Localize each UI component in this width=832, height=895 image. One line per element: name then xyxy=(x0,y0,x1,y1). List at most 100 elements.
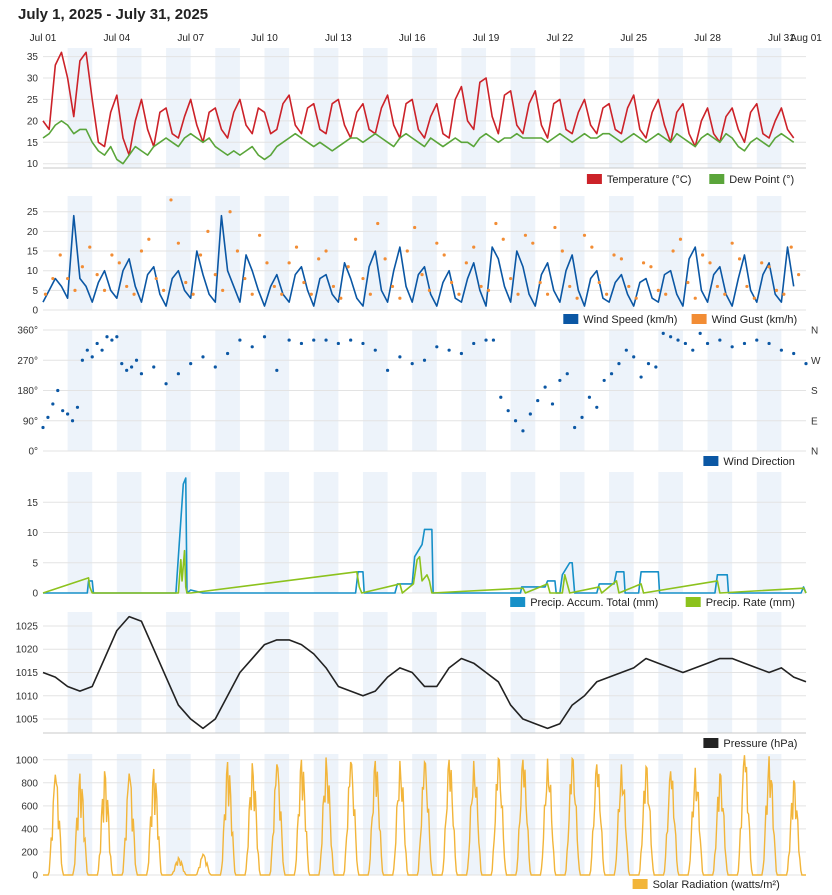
legend-label: Wind Direction xyxy=(723,456,795,468)
x-tick-label: Jul 04 xyxy=(103,33,130,44)
data-point xyxy=(671,249,675,253)
data-point xyxy=(309,292,313,296)
day-band xyxy=(313,48,339,168)
y-tick-label: 35 xyxy=(27,52,39,63)
legend-label: Wind Speed (km/h) xyxy=(583,314,677,326)
data-point xyxy=(410,362,414,366)
y-tick-label: 20 xyxy=(27,116,39,127)
data-point xyxy=(339,296,343,300)
data-point xyxy=(262,335,267,339)
data-point xyxy=(789,245,793,249)
data-point xyxy=(324,249,328,253)
data-point xyxy=(634,296,638,300)
data-point xyxy=(422,358,427,362)
series-line xyxy=(42,120,795,165)
data-point xyxy=(624,348,628,352)
data-point xyxy=(243,276,247,281)
y-tick-label: 25 xyxy=(27,207,39,218)
data-point xyxy=(117,261,121,265)
legend-swatch xyxy=(703,738,719,748)
data-point xyxy=(646,362,651,366)
legend-label: Pressure (hPa) xyxy=(723,738,797,750)
data-point xyxy=(531,241,535,245)
data-point xyxy=(664,292,668,296)
data-point xyxy=(302,280,306,285)
y-tick-label: 400 xyxy=(21,824,38,835)
data-point xyxy=(228,210,232,214)
x-tick-label: Jul 22 xyxy=(547,33,574,44)
chart-panel-temperature: 10 15 20 25 30 35 Dew Point (°) Temperature (°C… xyxy=(27,48,806,186)
day-band xyxy=(756,196,782,310)
data-point xyxy=(760,261,764,265)
y-tick-label: 0 xyxy=(32,871,38,882)
data-point xyxy=(346,265,350,269)
data-point xyxy=(513,419,518,423)
data-point xyxy=(95,273,99,277)
day-band xyxy=(412,196,437,310)
data-point xyxy=(632,355,636,359)
data-point xyxy=(125,284,129,289)
data-point xyxy=(669,335,673,339)
data-point xyxy=(553,225,557,230)
data-point xyxy=(41,425,45,430)
data-point xyxy=(213,273,217,277)
day-band xyxy=(461,196,487,310)
day-band xyxy=(658,196,683,310)
data-point xyxy=(528,412,532,416)
data-point xyxy=(558,378,562,383)
data-point xyxy=(536,398,540,403)
data-point xyxy=(641,261,646,265)
x-tick-label: Jul 31 xyxy=(768,33,795,44)
series-line xyxy=(42,214,795,307)
data-point xyxy=(221,288,225,292)
day-band xyxy=(609,48,634,168)
data-point xyxy=(95,341,99,346)
y-tick-label: 1020 xyxy=(16,645,39,656)
y-tick-label: 0° xyxy=(28,447,38,458)
data-point xyxy=(701,253,705,257)
data-point xyxy=(250,345,254,349)
y-tick-label: 15 xyxy=(27,498,39,509)
data-point xyxy=(779,348,783,352)
data-point xyxy=(152,365,156,369)
data-point xyxy=(619,257,624,261)
data-point xyxy=(353,237,358,241)
day-band xyxy=(166,48,191,168)
data-point xyxy=(797,273,801,277)
legend-label: Temperature (°C) xyxy=(607,174,691,186)
data-point xyxy=(154,276,158,281)
data-point xyxy=(686,280,690,285)
data-point xyxy=(545,292,550,296)
data-point xyxy=(597,280,601,285)
data-point xyxy=(125,368,129,372)
legend-swatch xyxy=(703,456,719,466)
data-point xyxy=(617,362,621,366)
data-point xyxy=(639,375,643,379)
data-point xyxy=(66,412,70,416)
y-tick-label: 1015 xyxy=(16,668,39,679)
data-point xyxy=(693,296,697,300)
data-point xyxy=(649,265,653,269)
data-point xyxy=(698,331,702,335)
data-point xyxy=(550,402,555,406)
series-line xyxy=(42,51,795,156)
data-point xyxy=(390,284,395,289)
y-tick-label: 1005 xyxy=(16,715,39,726)
data-point xyxy=(110,338,114,342)
data-point xyxy=(506,409,510,413)
data-point xyxy=(718,338,722,342)
data-point xyxy=(708,261,712,265)
data-point xyxy=(275,368,279,372)
y-tick-label: 180° xyxy=(17,386,38,397)
data-point xyxy=(449,280,454,285)
data-point xyxy=(580,415,584,419)
data-point xyxy=(70,419,75,423)
data-point xyxy=(523,233,528,237)
y-tick-label: 15 xyxy=(27,138,39,149)
legend-swatch xyxy=(586,174,602,184)
data-point xyxy=(494,221,498,226)
data-point xyxy=(568,284,572,289)
chart-panel-precipitation: 0 5 10 15 Precip. Rate (mm) Precip. Accum. To… xyxy=(27,472,807,609)
data-point xyxy=(130,365,134,369)
data-point xyxy=(361,341,365,346)
